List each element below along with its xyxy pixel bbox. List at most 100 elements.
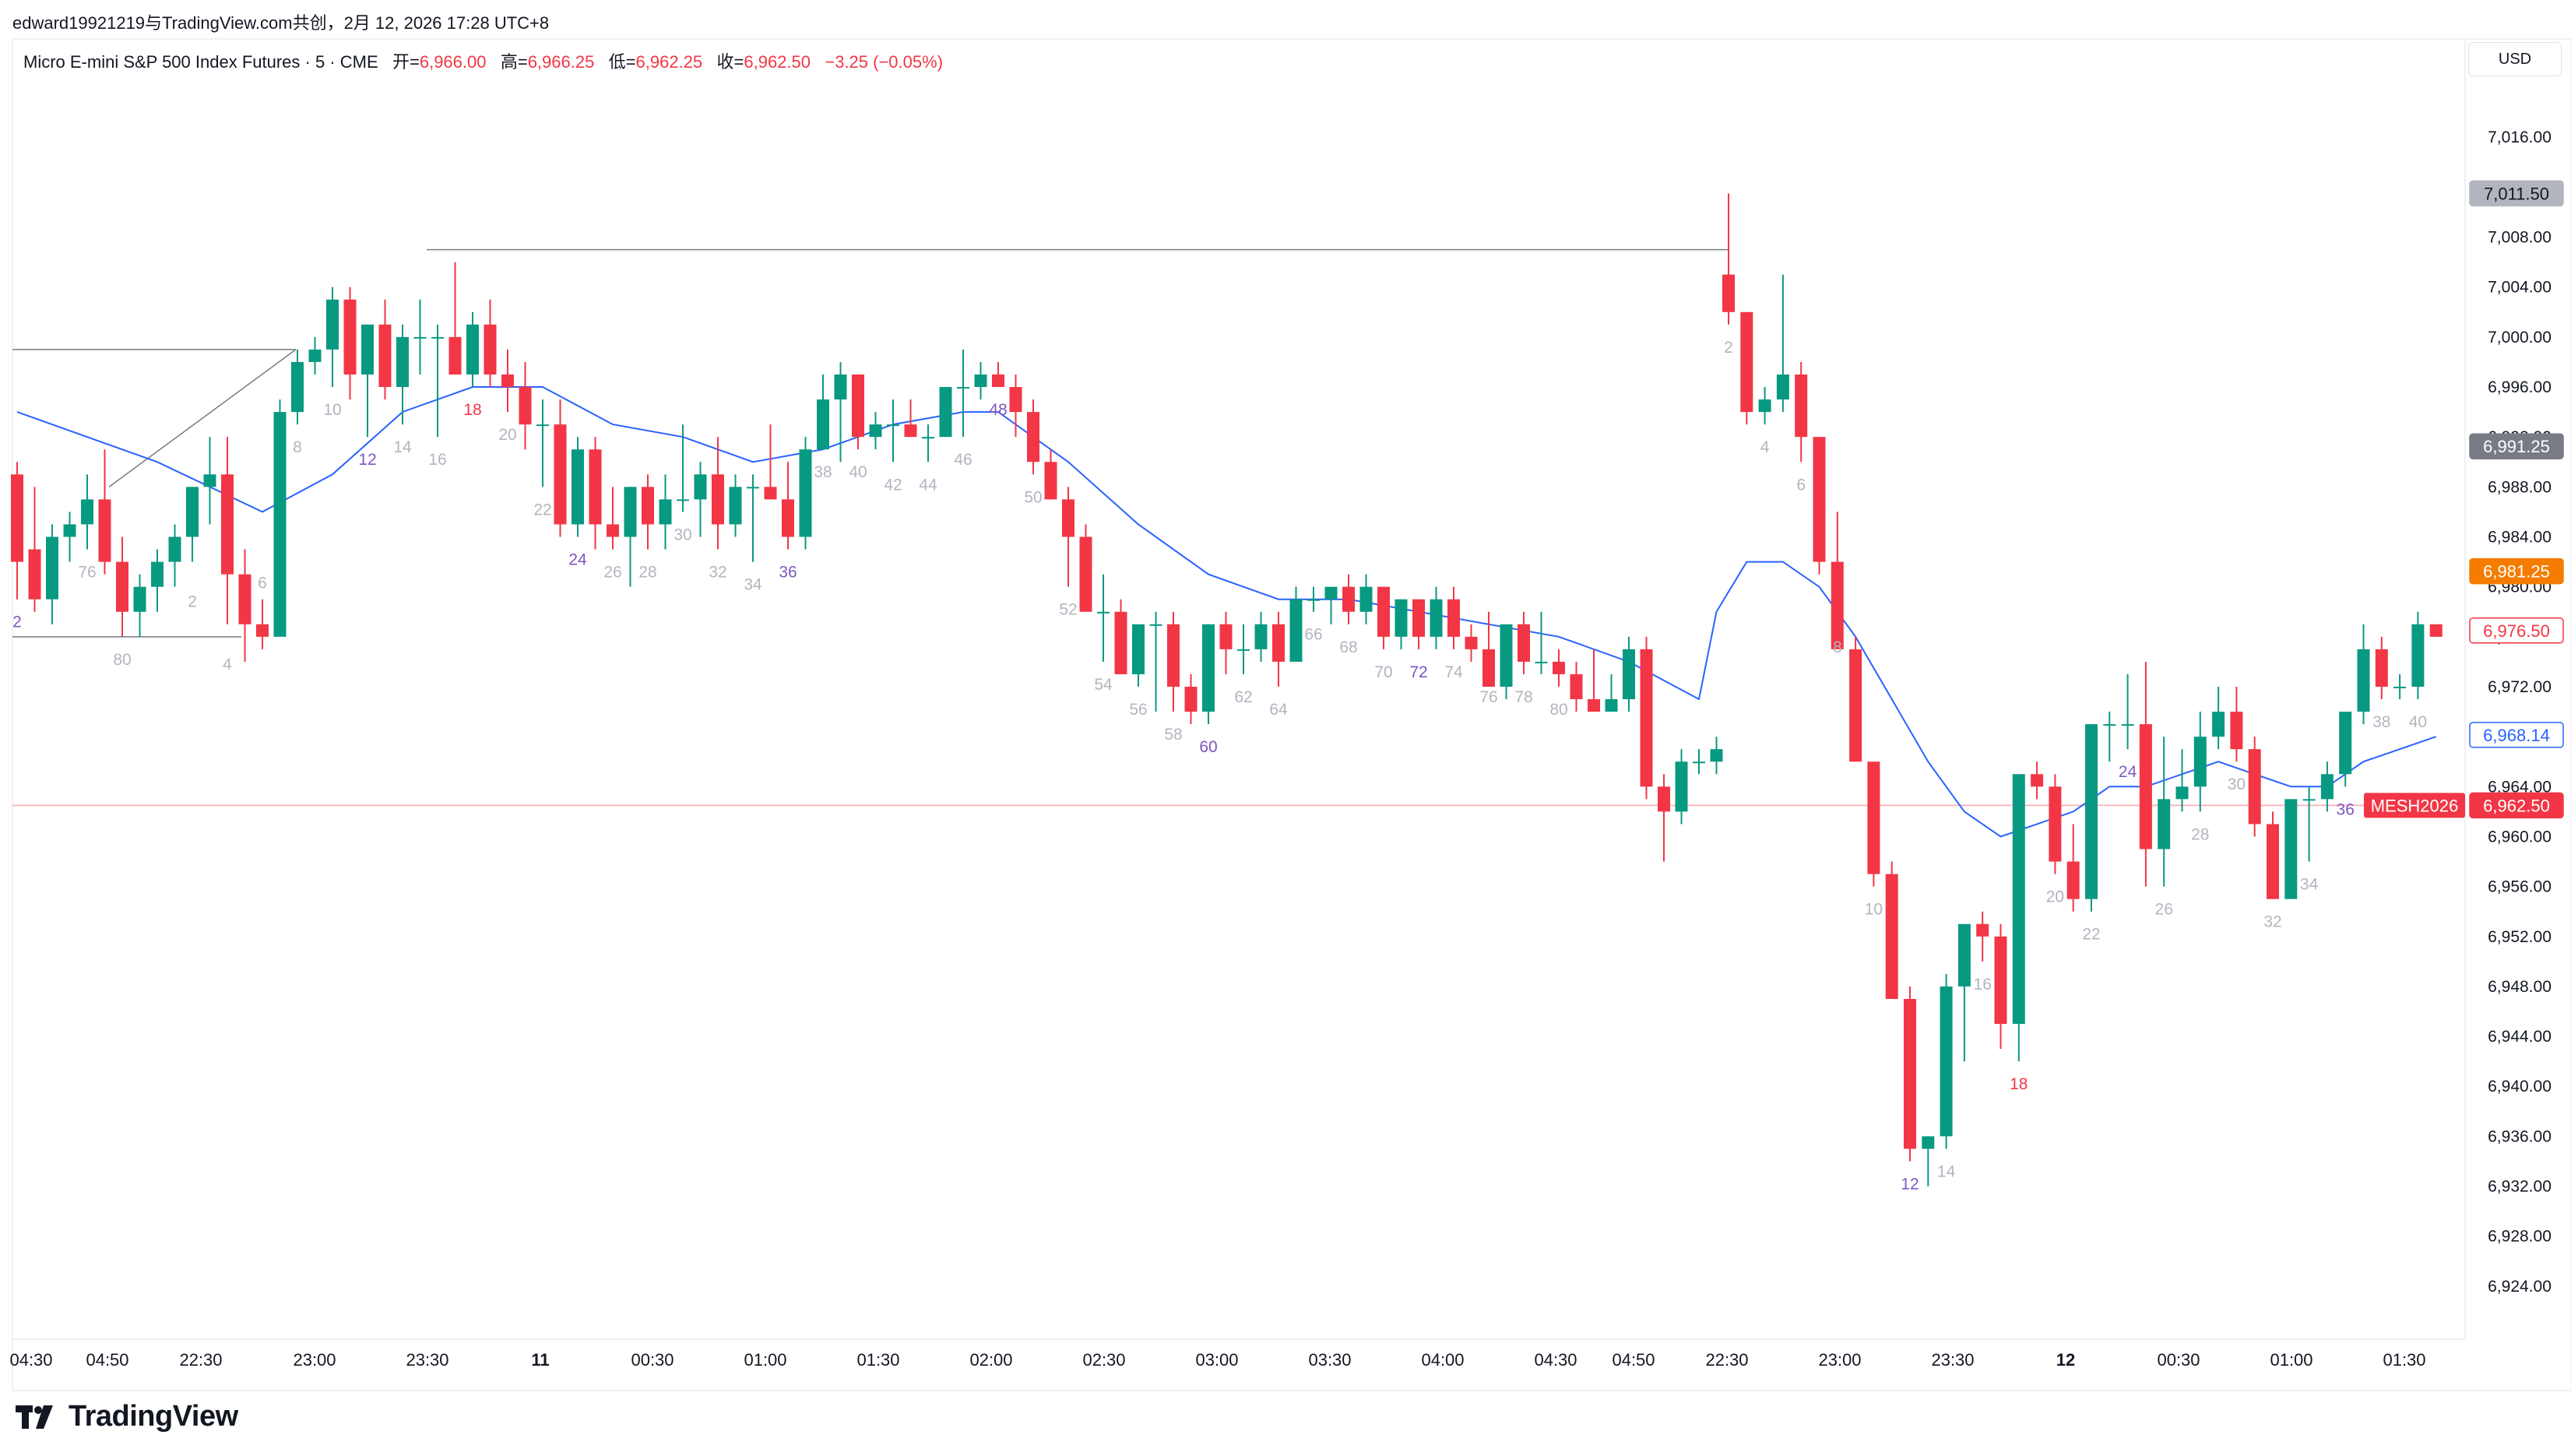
candle[interactable]	[536, 399, 549, 487]
candle[interactable]	[151, 549, 164, 612]
candle[interactable]	[1588, 649, 1600, 712]
candle[interactable]	[1324, 586, 1338, 624]
candle[interactable]	[1623, 636, 1635, 712]
candle[interactable]	[1447, 586, 1460, 649]
candle[interactable]	[2212, 686, 2225, 750]
candle[interactable]	[1605, 673, 1618, 712]
candle[interactable]	[1758, 387, 1771, 425]
candle[interactable]	[957, 349, 969, 438]
candle[interactable]	[1482, 611, 1495, 687]
candle[interactable]	[1307, 586, 1320, 612]
candle[interactable]	[1776, 274, 1789, 413]
candle[interactable]	[413, 299, 427, 375]
candle[interactable]	[2375, 636, 2388, 700]
candle[interactable]	[764, 424, 777, 500]
candle[interactable]	[1500, 624, 1513, 700]
candle[interactable]	[378, 299, 392, 400]
candle[interactable]	[642, 474, 654, 550]
candle[interactable]	[694, 462, 707, 537]
candle[interactable]	[1219, 611, 1233, 674]
candle[interactable]	[1167, 611, 1180, 712]
candle[interactable]	[1904, 986, 1916, 1162]
candle[interactable]	[291, 349, 304, 425]
candle[interactable]	[2066, 824, 2080, 912]
candle[interactable]	[712, 437, 724, 550]
candle[interactable]	[2357, 624, 2370, 725]
candle[interactable]	[817, 374, 829, 450]
candle[interactable]	[2248, 737, 2261, 837]
candle[interactable]	[1722, 193, 1735, 325]
candle[interactable]	[81, 474, 93, 550]
candle[interactable]	[2103, 712, 2116, 762]
candle[interactable]	[2121, 673, 2134, 750]
candle[interactable]	[922, 424, 934, 462]
candle[interactable]	[1553, 649, 1565, 687]
candle[interactable]	[1640, 636, 1653, 800]
candle[interactable]	[2302, 786, 2316, 862]
candle[interactable]	[1202, 624, 1215, 725]
candle[interactable]	[343, 287, 357, 400]
candle[interactable]	[203, 437, 216, 525]
candle[interactable]	[799, 437, 812, 550]
candle[interactable]	[869, 412, 882, 450]
candle[interactable]	[1957, 923, 1971, 1062]
candle[interactable]	[1149, 611, 1162, 712]
candle[interactable]	[782, 462, 794, 550]
candle[interactable]	[1795, 361, 1808, 462]
candle[interactable]	[1237, 624, 1250, 674]
candle[interactable]	[431, 324, 444, 438]
candles[interactable]	[11, 193, 2443, 1187]
candle[interactable]	[361, 324, 374, 438]
candle[interactable]	[28, 487, 41, 612]
candle[interactable]	[589, 437, 602, 550]
candle[interactable]	[607, 487, 619, 550]
candle[interactable]	[1994, 923, 2007, 1050]
candle[interactable]	[852, 374, 864, 450]
symbol-name[interactable]: Micro E-mini S&P 500 Index Futures · 5 ·…	[23, 52, 378, 72]
candle[interactable]	[168, 524, 181, 587]
candle[interactable]	[308, 336, 322, 375]
candle[interactable]	[2031, 761, 2044, 800]
candle[interactable]	[1342, 574, 1355, 624]
candle[interactable]	[2267, 811, 2279, 899]
currency-selector[interactable]: USD	[2468, 42, 2562, 76]
candle[interactable]	[1097, 574, 1110, 662]
candle[interactable]	[2429, 624, 2443, 637]
candle[interactable]	[1940, 973, 1953, 1149]
candle[interactable]	[1009, 374, 1022, 438]
candle[interactable]	[572, 437, 584, 537]
candle[interactable]	[1885, 861, 1898, 999]
candle[interactable]	[834, 361, 847, 462]
candle[interactable]	[46, 524, 58, 624]
symbol-ohlc-bar[interactable]: Micro E-mini S&P 500 Index Futures · 5 ·…	[23, 48, 943, 73]
candle[interactable]	[98, 449, 111, 575]
candle[interactable]	[729, 474, 742, 537]
candle[interactable]	[1831, 512, 1844, 649]
candle[interactable]	[2012, 774, 2025, 1062]
candle[interactable]	[2339, 712, 2352, 787]
candle[interactable]	[659, 474, 672, 550]
candle[interactable]	[1693, 749, 1705, 775]
candle[interactable]	[63, 512, 76, 562]
candle[interactable]	[326, 287, 339, 388]
candle[interactable]	[747, 474, 759, 562]
candle[interactable]	[887, 399, 899, 462]
candle[interactable]	[1675, 749, 1688, 825]
candle[interactable]	[448, 262, 462, 375]
candle[interactable]	[1027, 399, 1039, 475]
candle[interactable]	[2175, 749, 2189, 812]
candle[interactable]	[1976, 911, 1989, 962]
candle[interactable]	[677, 424, 689, 512]
candle[interactable]	[519, 361, 532, 450]
candle[interactable]	[1272, 611, 1285, 687]
candle[interactable]	[2393, 673, 2407, 700]
candle[interactable]	[1377, 586, 1390, 649]
candle[interactable]	[1465, 624, 1478, 662]
candle[interactable]	[1044, 449, 1057, 500]
candle[interactable]	[116, 536, 128, 637]
candle[interactable]	[1710, 737, 1723, 775]
candle[interactable]	[1518, 611, 1530, 674]
candle[interactable]	[1412, 599, 1425, 649]
candle[interactable]	[1359, 574, 1373, 624]
candle[interactable]	[1289, 586, 1303, 662]
